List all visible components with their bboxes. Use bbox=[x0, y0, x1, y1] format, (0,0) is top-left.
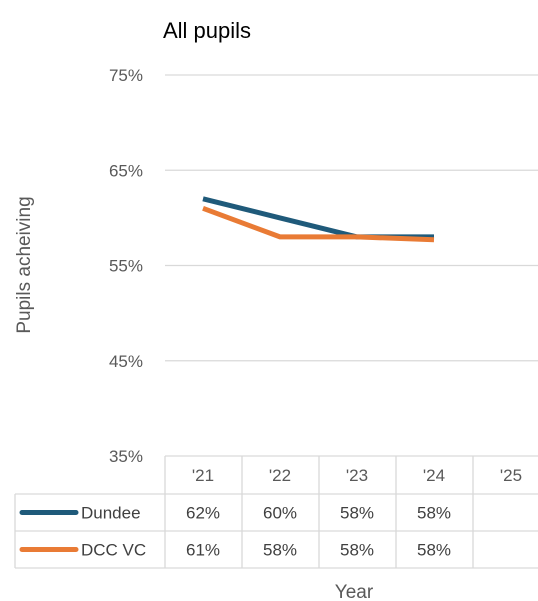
y-tick-label: 45% bbox=[109, 352, 143, 371]
y-tick-label: 65% bbox=[109, 161, 143, 180]
y-axis-title: Pupils acheiving bbox=[14, 196, 35, 333]
table-cell: 58% bbox=[417, 541, 451, 560]
table-cell: 58% bbox=[263, 541, 297, 560]
legend-label: DCC VC bbox=[81, 541, 146, 560]
x-tick-label: '21 bbox=[192, 466, 214, 485]
legend-label: Dundee bbox=[81, 504, 141, 523]
y-tick-label: 55% bbox=[109, 257, 143, 276]
table-cell: 58% bbox=[417, 504, 451, 523]
table-cell: 60% bbox=[263, 504, 297, 523]
series-line bbox=[202, 205, 435, 243]
table-cell: 58% bbox=[340, 541, 374, 560]
y-tick-label: 75% bbox=[109, 66, 143, 85]
x-tick-label: '25 bbox=[500, 466, 522, 485]
chart-title: All pupils bbox=[163, 18, 251, 43]
y-tick-labels: 75% 65% 55% 45% 35% bbox=[109, 66, 143, 466]
table-cell: 61% bbox=[186, 541, 220, 560]
data-table: '21 '22 '23 '24 '25 Dundee 62% 60% 58% 58% DCC VC 6… bbox=[14, 455, 538, 569]
x-tick-label: '23 bbox=[346, 466, 368, 485]
y-tick-label: 35% bbox=[109, 447, 143, 466]
table-cell: 62% bbox=[186, 504, 220, 523]
x-axis-title: Year bbox=[335, 582, 374, 601]
x-tick-label: '24 bbox=[423, 466, 445, 485]
table-cell: 58% bbox=[340, 504, 374, 523]
x-tick-label: '22 bbox=[269, 466, 291, 485]
series-line bbox=[202, 196, 434, 240]
series-lines bbox=[202, 196, 435, 243]
gridlines bbox=[165, 74, 538, 362]
